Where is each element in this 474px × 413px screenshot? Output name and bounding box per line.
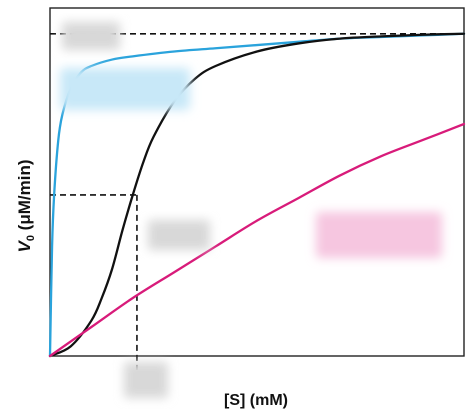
series-group — [48, 32, 466, 358]
hidden-label-half-vmax — [148, 220, 210, 250]
plot-frame — [49, 7, 465, 357]
hidden-label-top-left — [62, 22, 120, 50]
y-axis-label: V0 (μM/min) — [15, 159, 37, 252]
hidden-label-x-axis — [124, 362, 168, 398]
hidden-label-magenta-curve — [316, 212, 442, 258]
hidden-label-blue-curve — [60, 68, 190, 110]
y-axis-label-main: V — [15, 240, 34, 253]
x-axis-label: [S] (mM) — [224, 392, 288, 409]
series-line-2 — [48, 122, 466, 358]
y-axis-label-subscript: 0 — [25, 235, 37, 241]
y-axis-label-units: (μM/min) — [15, 159, 34, 235]
series-line-1 — [48, 32, 466, 358]
